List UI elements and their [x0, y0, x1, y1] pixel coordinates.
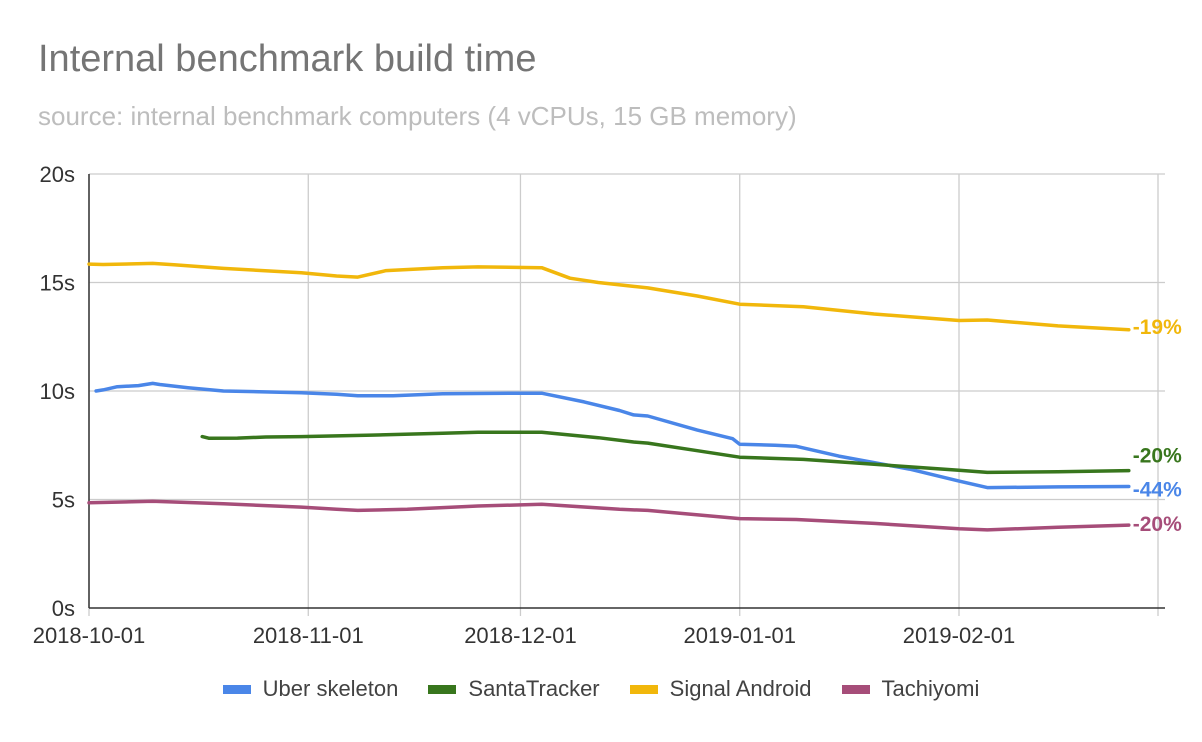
series-line-tachiyomi	[87, 499, 1131, 532]
legend-swatch-uber-skeleton	[222, 684, 251, 694]
legend-item-uber-skeleton: Uber skeleton	[222, 676, 399, 702]
y-tick-label: 20s	[40, 162, 75, 187]
x-tick-label: 2019-01-01	[683, 623, 796, 648]
legend-label-uber-skeleton: Uber skeleton	[262, 676, 399, 701]
series-line-uber-skeleton	[94, 381, 1131, 490]
x-tick-label: 2018-11-01	[253, 623, 364, 648]
legend-swatch-signal-android	[629, 684, 658, 694]
end-label-uber-skeleton: -44%	[1133, 478, 1182, 501]
chart-legend: Uber skeleton SantaTracker Signal Androi…	[0, 676, 1202, 702]
y-tick-label: 10s	[40, 379, 75, 404]
x-tick-label: 2019-02-01	[903, 623, 1016, 648]
y-tick-label: 0s	[52, 596, 75, 621]
legend-item-tachiyomi: Tachiyomi	[841, 676, 980, 702]
x-tick-label: 2018-10-01	[33, 623, 146, 648]
chart-title: Internal benchmark build time	[38, 38, 537, 80]
legend-swatch-tachiyomi	[841, 684, 870, 694]
chart-subtitle: source: internal benchmark computers (4 …	[38, 101, 797, 131]
legend-label-santatracker: SantaTracker	[468, 676, 600, 701]
legend-label-signal-android: Signal Android	[669, 676, 812, 701]
x-tick-label: 2018-12-01	[464, 623, 577, 648]
series-line-santatracker	[200, 430, 1131, 475]
end-label-tachiyomi: -20%	[1133, 513, 1182, 536]
legend-item-signal-android: Signal Android	[629, 676, 812, 702]
legend-label-tachiyomi: Tachiyomi	[881, 676, 980, 701]
end-label-santatracker: -20%	[1133, 445, 1182, 468]
legend-item-santatracker: SantaTracker	[428, 676, 600, 702]
series-line-signal-android	[87, 261, 1131, 332]
end-label-signal-android: -19%	[1133, 316, 1182, 339]
y-tick-label: 15s	[40, 271, 75, 296]
y-tick-label: 5s	[52, 488, 75, 513]
legend-swatch-santatracker	[428, 684, 457, 694]
